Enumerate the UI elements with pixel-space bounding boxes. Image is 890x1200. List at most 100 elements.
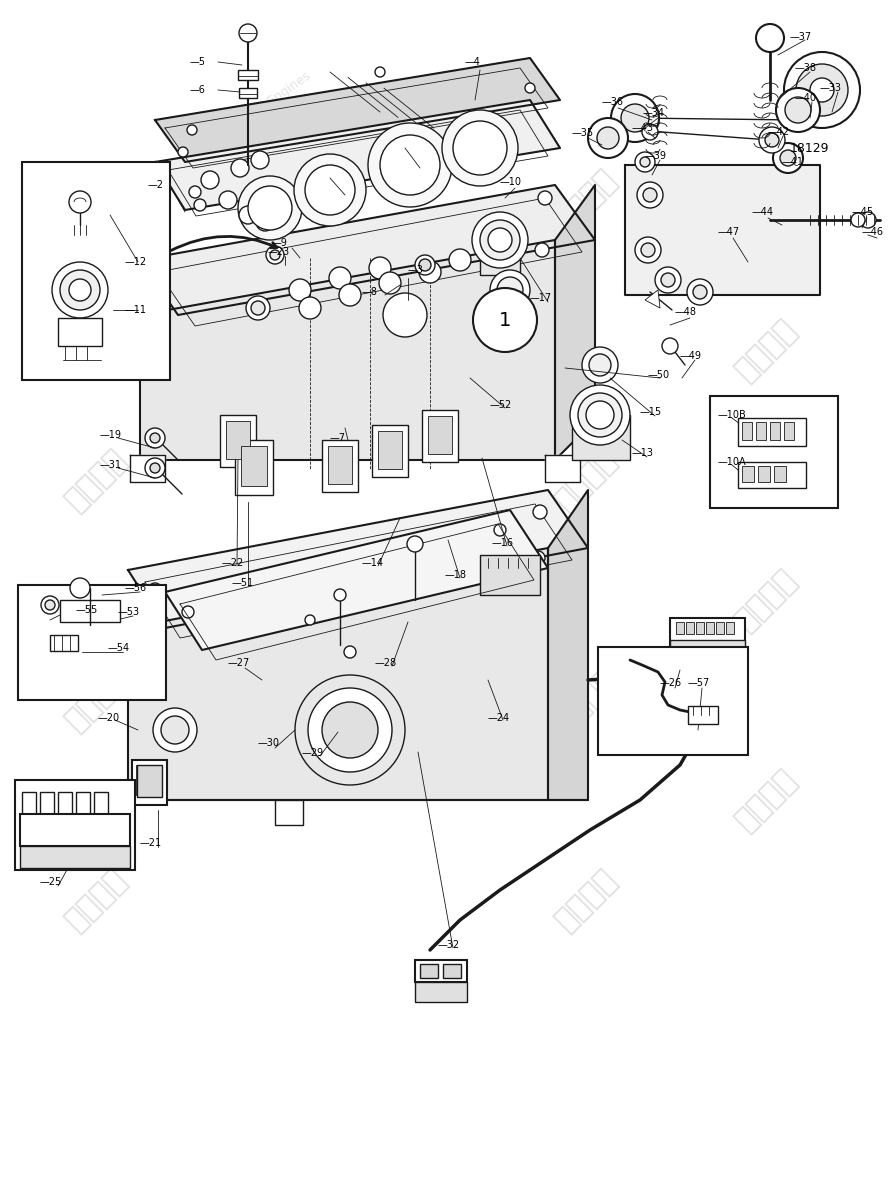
Circle shape xyxy=(145,458,165,478)
Text: —10A: —10A xyxy=(718,457,747,467)
Circle shape xyxy=(231,158,249,176)
Circle shape xyxy=(588,118,628,158)
Circle shape xyxy=(305,164,355,215)
Text: —53: —53 xyxy=(118,607,140,617)
Text: —40: —40 xyxy=(795,92,817,103)
Circle shape xyxy=(194,199,206,211)
Circle shape xyxy=(810,78,834,102)
Bar xyxy=(239,88,257,98)
Text: —54: —54 xyxy=(108,643,130,653)
Circle shape xyxy=(472,212,528,268)
Circle shape xyxy=(322,702,378,758)
Bar xyxy=(378,431,402,469)
Bar xyxy=(480,554,540,595)
Circle shape xyxy=(182,606,194,618)
Circle shape xyxy=(148,622,162,635)
Circle shape xyxy=(860,212,876,228)
Circle shape xyxy=(589,354,611,376)
Circle shape xyxy=(380,134,440,194)
Text: Diesel-Engines: Diesel-Engines xyxy=(230,68,313,132)
Circle shape xyxy=(407,536,423,552)
Text: 18129: 18129 xyxy=(790,142,829,155)
Circle shape xyxy=(693,284,707,299)
Circle shape xyxy=(494,524,506,536)
Text: 紫发动力: 紫发动力 xyxy=(550,164,622,236)
Text: —49: —49 xyxy=(680,350,702,361)
Circle shape xyxy=(641,242,655,257)
Text: —22: —22 xyxy=(222,558,244,568)
Circle shape xyxy=(784,52,860,128)
Circle shape xyxy=(289,278,311,301)
Bar xyxy=(238,70,258,80)
Bar xyxy=(738,418,806,446)
FancyBboxPatch shape xyxy=(15,780,135,870)
Circle shape xyxy=(305,614,315,625)
Circle shape xyxy=(687,278,713,305)
Polygon shape xyxy=(155,100,560,210)
Text: —26: —26 xyxy=(660,678,682,688)
Bar xyxy=(328,446,352,484)
Circle shape xyxy=(189,186,201,198)
Bar xyxy=(480,240,520,275)
Circle shape xyxy=(266,246,284,264)
Circle shape xyxy=(655,266,681,293)
Bar xyxy=(686,622,694,634)
Circle shape xyxy=(150,433,160,443)
Text: 1: 1 xyxy=(498,311,511,330)
Circle shape xyxy=(308,688,392,772)
Bar xyxy=(220,415,256,467)
Text: 紫发动力: 紫发动力 xyxy=(730,764,802,836)
Circle shape xyxy=(851,214,865,227)
Circle shape xyxy=(379,272,401,294)
Text: —28: —28 xyxy=(375,658,397,668)
Circle shape xyxy=(637,182,663,208)
Bar xyxy=(20,814,130,846)
FancyBboxPatch shape xyxy=(22,162,170,380)
Circle shape xyxy=(151,265,165,278)
Text: —10: —10 xyxy=(500,176,522,187)
Polygon shape xyxy=(555,185,595,460)
Circle shape xyxy=(251,151,269,169)
Text: —14: —14 xyxy=(362,558,384,568)
Bar xyxy=(50,635,78,650)
Text: —20: —20 xyxy=(98,713,120,722)
Bar xyxy=(784,422,794,440)
Circle shape xyxy=(150,463,160,473)
Circle shape xyxy=(611,94,659,142)
Circle shape xyxy=(525,83,535,92)
Circle shape xyxy=(759,127,785,152)
Bar xyxy=(40,792,54,814)
Circle shape xyxy=(383,293,427,337)
Circle shape xyxy=(151,308,165,323)
Circle shape xyxy=(635,236,661,263)
Text: —32: —32 xyxy=(438,940,460,950)
Polygon shape xyxy=(130,455,165,482)
Circle shape xyxy=(161,716,189,744)
Text: —34: —34 xyxy=(643,108,665,118)
Bar xyxy=(275,800,303,826)
Text: —12: —12 xyxy=(125,257,147,266)
Bar xyxy=(58,318,102,346)
Polygon shape xyxy=(545,455,580,482)
Circle shape xyxy=(248,186,292,230)
Text: —16: —16 xyxy=(492,538,514,548)
Text: —36: —36 xyxy=(602,97,624,107)
Polygon shape xyxy=(128,490,588,628)
Polygon shape xyxy=(140,240,555,460)
Circle shape xyxy=(334,589,346,601)
Polygon shape xyxy=(548,490,588,800)
Circle shape xyxy=(453,121,507,175)
Text: —31: —31 xyxy=(100,460,122,470)
Circle shape xyxy=(329,266,351,289)
Polygon shape xyxy=(625,164,820,295)
Text: —10B: —10B xyxy=(718,410,747,420)
Bar xyxy=(770,422,780,440)
Text: 紫发动力: 紫发动力 xyxy=(550,864,622,936)
Circle shape xyxy=(776,88,820,132)
Circle shape xyxy=(375,67,385,77)
Bar xyxy=(322,440,358,492)
Text: —57: —57 xyxy=(688,678,710,688)
Bar xyxy=(226,421,250,458)
Text: —17: —17 xyxy=(530,293,552,302)
Circle shape xyxy=(70,578,90,598)
